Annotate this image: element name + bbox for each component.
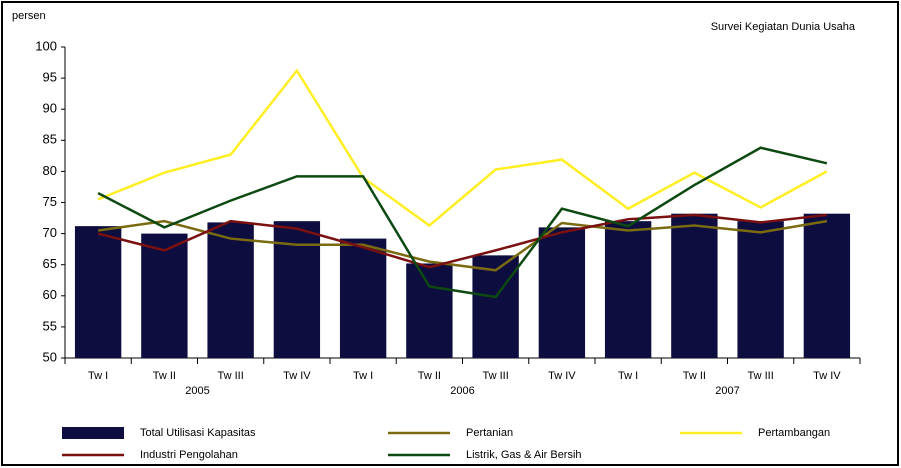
y-axis-label: persen — [12, 10, 46, 22]
line — [97, 219, 828, 272]
x-tick-label: Tw I — [88, 370, 108, 382]
subtitle: Survei Kegiatan Dunia Usaha — [711, 21, 856, 33]
bar — [737, 221, 784, 358]
y-tick-label: 95 — [43, 70, 57, 85]
bar — [472, 255, 519, 358]
bar — [141, 233, 188, 358]
bar — [339, 238, 387, 358]
y-tick-label: 80 — [43, 163, 57, 178]
legend-label: Listrik, Gas & Air Bersih — [466, 449, 582, 461]
x-tick-label: Tw IV — [548, 370, 576, 382]
x-tick-label: Tw III — [482, 370, 508, 382]
x-tick-label: Tw IV — [813, 370, 841, 382]
bar — [803, 213, 851, 358]
x-tick-label: Tw III — [747, 370, 773, 382]
bar — [538, 227, 586, 358]
bar — [406, 263, 453, 358]
group-label: 2007 — [715, 385, 739, 397]
x-tick-label: Tw III — [217, 370, 243, 382]
y-tick-label: 65 — [43, 256, 57, 271]
y-tick-label: 70 — [43, 225, 57, 240]
y-tick-label: 75 — [43, 194, 57, 209]
line — [97, 146, 828, 299]
x-tick-label: Tw II — [418, 370, 441, 382]
y-tick-label: 50 — [43, 349, 57, 364]
x-tick-label: Tw IV — [283, 370, 311, 382]
y-tick-label: 60 — [43, 287, 57, 302]
y-tick-label: 55 — [43, 318, 57, 333]
bar — [74, 226, 122, 358]
y-tick-label: 100 — [35, 38, 57, 53]
legend-label: Industri Pengolahan — [140, 449, 238, 461]
y-tick-label: 90 — [43, 101, 57, 116]
bar — [604, 221, 652, 358]
x-tick-label: Tw II — [683, 370, 706, 382]
group-label: 2006 — [450, 385, 474, 397]
bar — [273, 221, 321, 358]
bar — [671, 213, 718, 358]
x-tick-label: Tw II — [153, 370, 176, 382]
x-tick-label: Tw I — [353, 370, 373, 382]
legend-swatch — [62, 427, 124, 439]
y-tick-label: 85 — [43, 132, 57, 147]
group-label: 2005 — [185, 385, 209, 397]
line — [97, 213, 828, 269]
line — [97, 68, 828, 228]
legend-label: Pertambangan — [758, 427, 830, 439]
x-tick-label: Tw I — [618, 370, 638, 382]
legend-label: Total Utilisasi Kapasitas — [140, 427, 256, 439]
bar — [207, 222, 254, 358]
legend-label: Pertanian — [466, 427, 513, 439]
